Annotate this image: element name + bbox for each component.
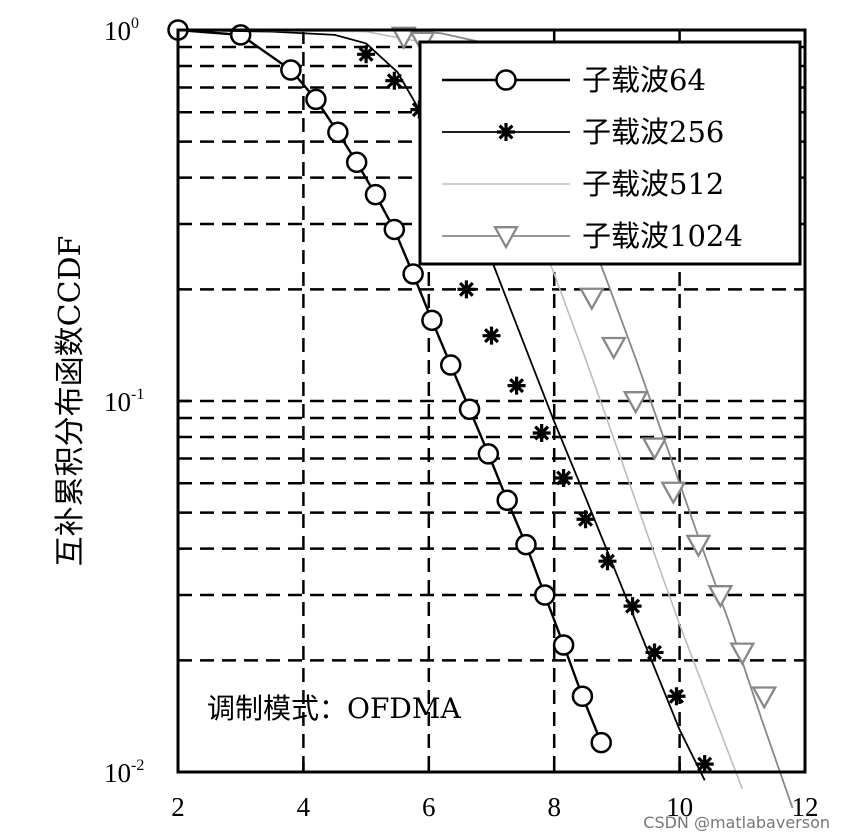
- data-point: [552, 634, 575, 656]
- x-tick-label-4: 4: [297, 792, 311, 822]
- data-point: [532, 423, 551, 442]
- y-tick-label: 10-2: [104, 757, 144, 788]
- data-point: [482, 326, 501, 345]
- data-point: [571, 685, 594, 708]
- data-point: [383, 218, 406, 241]
- y-tick-label: 100: [104, 15, 139, 46]
- legend: 子载波64 子载波256 子载波512 子载波1024: [418, 40, 802, 266]
- data-point: [695, 755, 714, 774]
- data-point: [598, 552, 617, 571]
- data-point: [280, 59, 302, 81]
- data-point: [707, 585, 734, 609]
- data-point: [439, 354, 462, 376]
- data-point: [229, 24, 252, 46]
- x-tick-label-6: 6: [422, 792, 436, 822]
- data-point: [457, 280, 476, 299]
- data-point: [385, 71, 404, 90]
- data-point: [458, 398, 481, 421]
- data-point: [507, 376, 526, 395]
- data-point: [622, 391, 649, 415]
- legend-label-1: 子载波256: [582, 115, 724, 149]
- data-point: [578, 287, 605, 311]
- data-point: [641, 437, 668, 461]
- data-point: [660, 481, 687, 505]
- data-point: [515, 533, 537, 556]
- data-point: [751, 686, 778, 710]
- data-point: [590, 731, 612, 754]
- data-point: [305, 88, 327, 111]
- legend-marker-0: [495, 69, 517, 91]
- data-point: [390, 26, 417, 50]
- data-point: [623, 597, 642, 616]
- axis-ticks: 2 4 6 8 10 12 100 10-1 10-2: [104, 15, 819, 822]
- legend-label-3: 子载波1024: [582, 219, 743, 253]
- data-point: [477, 443, 500, 465]
- x-tick-label-2: 2: [171, 792, 185, 822]
- watermark-text: CSDN @matlabaverson: [643, 813, 830, 832]
- data-point: [421, 309, 443, 332]
- data-point: [357, 45, 376, 64]
- data-point: [576, 510, 595, 529]
- data-point: [667, 687, 686, 706]
- data-point: [402, 263, 424, 285]
- modulation-annotation: 调制模式：OFDMA: [207, 692, 462, 725]
- data-point: [534, 584, 556, 606]
- y-axis-label: 互补累积分布函数CCDF: [53, 236, 88, 567]
- legend-marker-3: [493, 226, 519, 250]
- data-point: [345, 151, 368, 174]
- y-tick-label: 10-1: [104, 386, 144, 417]
- data-point: [685, 534, 712, 559]
- x-tick-label-12: 12: [792, 792, 819, 822]
- data-point: [600, 336, 627, 361]
- data-point: [364, 183, 387, 206]
- x-tick-label-8: 8: [547, 792, 561, 822]
- series-0: [167, 19, 612, 754]
- data-point: [496, 489, 518, 512]
- data-point: [645, 643, 664, 662]
- data-point: [327, 121, 349, 144]
- legend-label-2: 子载波512: [582, 167, 724, 201]
- legend-marker-1: [497, 123, 515, 141]
- data-point: [554, 469, 573, 488]
- data-point: [729, 642, 756, 666]
- legend-label-0: 子载波64: [582, 63, 706, 97]
- x-tick-label-10: 10: [666, 792, 693, 822]
